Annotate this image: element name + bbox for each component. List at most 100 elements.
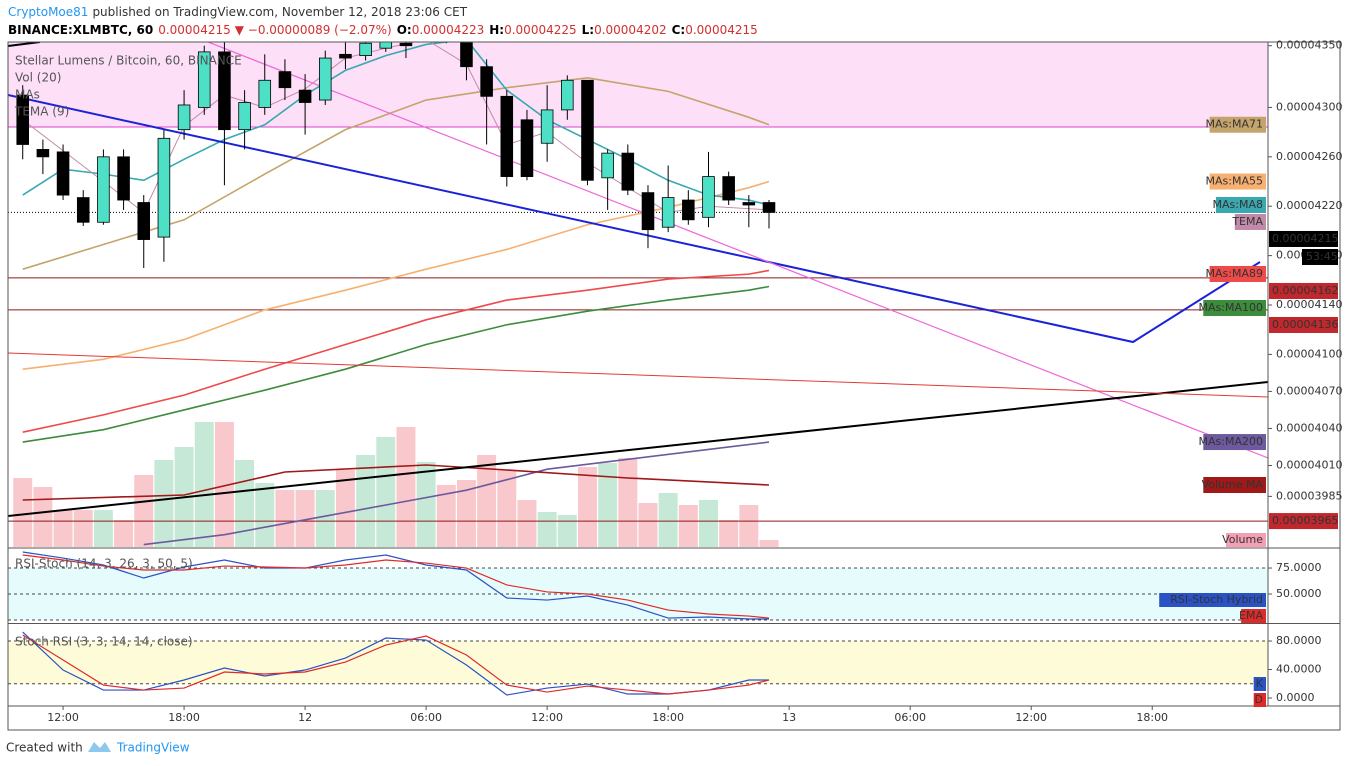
volume-bar [436, 485, 456, 547]
trend-line [8, 352, 1268, 398]
candle-body [561, 79, 574, 111]
candle-body [682, 199, 695, 221]
volume-bar [739, 505, 759, 547]
volume-bar [114, 520, 134, 547]
candle-body [621, 152, 635, 191]
y-tick-label: 0.00004220 [1276, 199, 1342, 212]
series-tag [1203, 477, 1266, 493]
trend-line [207, 42, 1268, 459]
series-line [22, 631, 770, 696]
volume-bar [73, 510, 93, 547]
y-tick-label: 0.00004140 [1276, 298, 1342, 311]
candle-body [520, 119, 534, 177]
series-tag [1209, 265, 1266, 282]
series-tag-label: TEMA [1231, 215, 1263, 228]
series-tag [1203, 299, 1266, 316]
x-tick-label: 18:00 [652, 711, 684, 724]
zone [8, 42, 1268, 127]
candle-body [97, 156, 110, 223]
series-tag [1253, 693, 1266, 707]
volume-bar [33, 487, 53, 547]
candle-body [298, 89, 312, 103]
candle-body [117, 156, 130, 201]
y-tick-label: 0.00004070 [1276, 384, 1342, 397]
publish-line: CryptoMoe81 published on TradingView.com,… [8, 5, 468, 19]
series-line [22, 180, 770, 370]
volume-bar [557, 515, 577, 547]
candle-body [399, 42, 413, 47]
legend-item: TEMA (9) [14, 105, 69, 119]
series-line [22, 551, 770, 620]
change: ▼ −0.00000089 (−2.07%) [235, 23, 392, 37]
volume-bar [477, 455, 497, 547]
series-tag-label: MAs:MA100 [1199, 301, 1263, 314]
x-tick-label: 12 [298, 711, 312, 724]
candle-body [218, 51, 231, 131]
y-tick-label: 0.00004040 [1276, 421, 1342, 434]
price: 0.00004215 [158, 23, 231, 37]
candle-body [379, 42, 393, 49]
volume-bar [416, 462, 436, 547]
countdown-label: 53:45 [1306, 250, 1338, 263]
x-tick-label: 06:00 [410, 711, 442, 724]
volume-bar [235, 460, 255, 547]
price-tag [1269, 316, 1338, 333]
footer-brand[interactable]: TradingView [116, 741, 190, 755]
price-tag-label: 0.00004162 [1272, 284, 1338, 297]
backgrounds [8, 42, 1268, 128]
candle-body [762, 202, 776, 213]
series-tag-label: RSI-Stoch Hybrid [1170, 593, 1263, 606]
price-tags: MAs:MA71 MAs:MA55 MAs:MA8 TEMA 0.00004215 53:… [1159, 116, 1338, 707]
volume-bar [194, 422, 214, 547]
ohlc-key: L: [582, 23, 594, 37]
series-line [22, 464, 770, 501]
price-tag-label: 0.00004136 [1272, 318, 1338, 331]
series-tag-label: MAs:MA200 [1199, 435, 1263, 448]
series-tag-label: MAs:MA89 [1206, 267, 1263, 280]
x-tick-label: 12:00 [47, 711, 79, 724]
candle-body [460, 42, 473, 68]
last-price-label: 0.00004215 [1272, 232, 1338, 245]
last-price-tag [1269, 230, 1338, 247]
volume-tag-label: Volume [1222, 533, 1263, 546]
y-tick-label: 0.00004300 [1276, 100, 1342, 113]
volume [13, 422, 779, 547]
candle-body [278, 71, 292, 89]
y-tick-label: 0.00004010 [1276, 459, 1342, 472]
series-line [22, 285, 770, 443]
ohlc-key: H: [489, 23, 504, 37]
y-tick-label: 0.0000 [1276, 691, 1315, 704]
volume-bar [678, 505, 698, 547]
y-tick-label: 50.0000 [1276, 587, 1322, 600]
candle-body [258, 79, 272, 108]
volume-bar [618, 458, 638, 547]
volume-bar [658, 493, 678, 547]
volume-bar [315, 490, 335, 547]
volume-bar [376, 437, 396, 547]
symbol: BINANCE:XLMBTC, 60 [8, 23, 153, 37]
series-tag [1203, 434, 1266, 451]
volume-bar [255, 483, 275, 547]
y-tick-label: 40.0000 [1276, 663, 1322, 676]
drawings [8, 42, 1268, 517]
series-line [22, 269, 770, 433]
ohlc-value: 0.00004225 [504, 23, 577, 37]
candle-body [601, 152, 614, 179]
candle-body [16, 94, 30, 145]
price-tag [1269, 513, 1338, 530]
volume-bar [134, 475, 154, 547]
x-tick-label: 12:00 [531, 711, 563, 724]
series-tag-label: MAs:MA8 [1213, 198, 1263, 211]
volume-bar [295, 490, 315, 547]
series-tag-label: MAs:MA71 [1206, 118, 1263, 131]
pane [8, 551, 1268, 621]
frame [7, 41, 1341, 731]
volume-bar [456, 480, 476, 547]
ohlc-value: 0.00004215 [685, 23, 758, 37]
candle-body [641, 192, 655, 231]
candle-body [197, 51, 211, 108]
series-tag-label: EMA [1239, 609, 1263, 622]
candle-body [157, 137, 171, 238]
author[interactable]: CryptoMoe81 [8, 5, 88, 19]
price-tag [1269, 282, 1338, 299]
